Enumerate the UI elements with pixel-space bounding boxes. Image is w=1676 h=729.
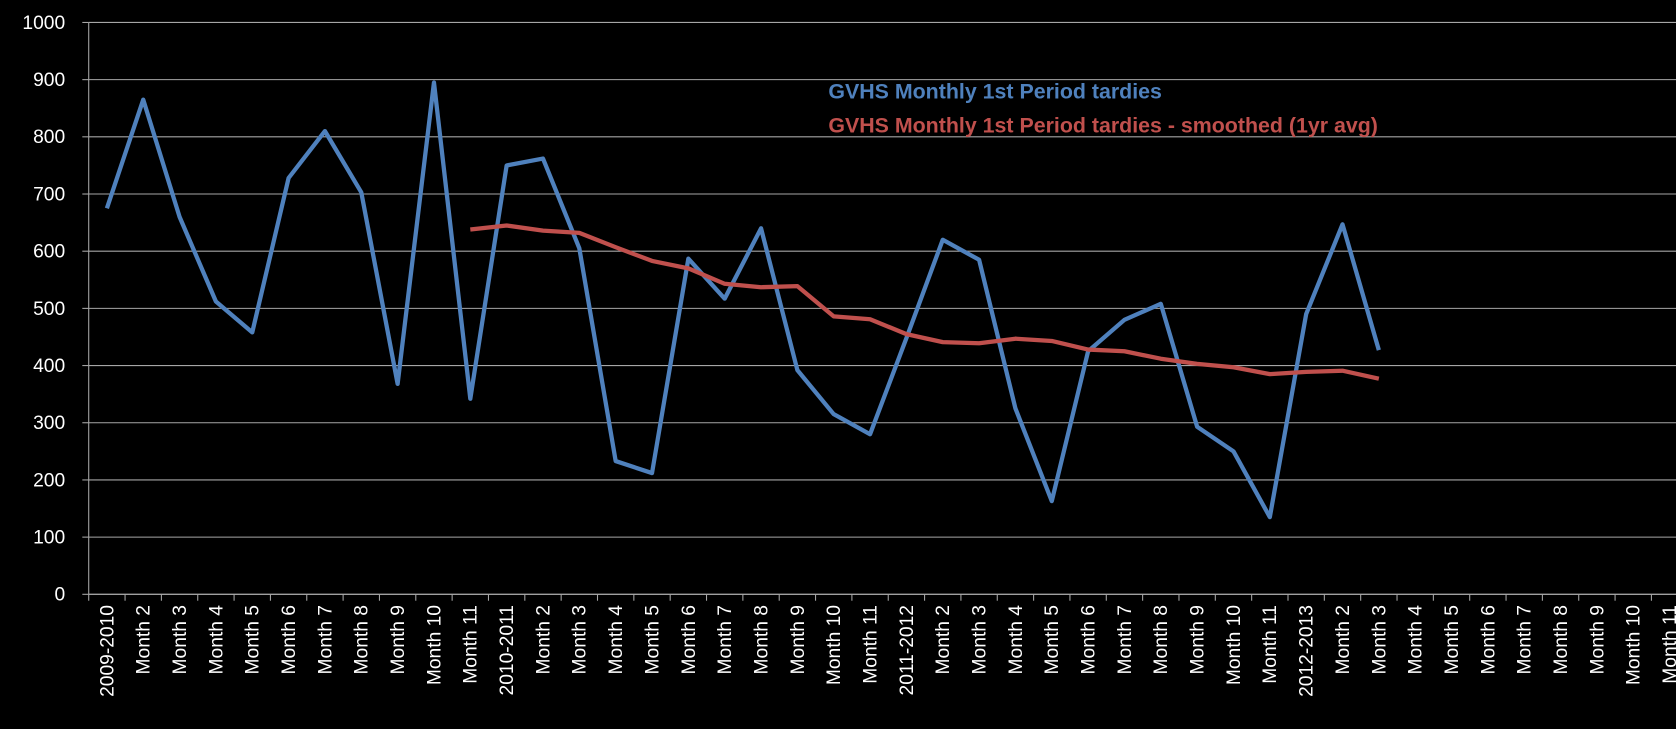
x-tick-label: Month 6: [1079, 605, 1100, 674]
x-tick-label: Month 10: [824, 605, 845, 685]
x-tick-label: Month 3: [970, 605, 991, 674]
x-tick-label: Month 6: [679, 605, 700, 674]
x-tick-label: Month 8: [1551, 605, 1572, 674]
x-tick-label: Month 8: [1151, 605, 1172, 674]
x-tick-label: 2009-2010: [97, 605, 118, 697]
x-tick-label: Month 11: [1260, 605, 1281, 684]
legend-entry: GVHS Monthly 1st Period tardies - smooth…: [828, 114, 1378, 138]
x-tick-label: Month 11: [860, 605, 881, 684]
y-tick-label: 0: [54, 585, 65, 606]
x-tick-label: Month 8: [352, 605, 373, 674]
x-tick-label: Month 11: [1660, 605, 1676, 684]
x-tick-label: Month 9: [388, 605, 409, 674]
y-tick-label: 800: [33, 127, 65, 148]
x-tick-label: Month 3: [1369, 605, 1390, 674]
series-line: [104, 80, 1381, 520]
x-tick-label: 2012-2013: [1297, 605, 1318, 697]
y-tick-label: 100: [33, 528, 65, 549]
x-tick-label: Month 5: [1442, 605, 1463, 674]
x-tick-label: Month 8: [751, 605, 772, 674]
y-tick-label: 500: [33, 299, 65, 320]
x-tick-label: Month 9: [1587, 605, 1608, 674]
x-tick-label: Month 11: [461, 605, 482, 684]
x-tick-label: Month 2: [533, 605, 554, 674]
x-tick-label: Month 7: [1115, 605, 1136, 674]
y-tick-label: 400: [33, 356, 65, 377]
x-tick-label: Month 7: [315, 605, 336, 674]
y-tick-label: 700: [33, 184, 65, 205]
x-tick-label: Month 6: [279, 605, 300, 674]
x-tick-label: Month 10: [1224, 605, 1245, 685]
x-tick-label: Month 4: [606, 605, 627, 675]
y-tick-label: 200: [33, 470, 65, 491]
x-tick-label: Month 7: [1515, 605, 1536, 674]
series-line: [470, 223, 1380, 381]
legend-entry: GVHS Monthly 1st Period tardies: [828, 79, 1162, 103]
y-tick-label: 600: [33, 242, 65, 263]
x-tick-label: Month 5: [1042, 605, 1063, 674]
x-tick-label: Month 5: [243, 605, 264, 674]
x-tick-label: Month 4: [206, 605, 227, 675]
x-tick-label: Month 10: [1624, 605, 1645, 685]
x-tick-label: Month 3: [170, 605, 191, 674]
x-tick-label: Month 7: [715, 605, 736, 674]
x-tick-label: 2011-2012: [897, 605, 918, 695]
y-tick-label: 1000: [22, 13, 65, 34]
x-tick-label: Month 10: [424, 605, 445, 685]
x-tick-label: Month 2: [1333, 605, 1354, 674]
x-tick-label: Month 2: [933, 605, 954, 674]
x-tick-label: Month 9: [788, 605, 809, 674]
x-tick-label: Month 3: [570, 605, 591, 674]
x-tick-label: Month 4: [1406, 605, 1427, 675]
x-tick-label: Month 9: [1188, 605, 1209, 674]
x-tick-label: 2010-2011: [497, 605, 518, 695]
x-tick-label: Month 2: [134, 605, 155, 674]
x-tick-label: Month 4: [1006, 605, 1027, 675]
y-tick-label: 300: [33, 413, 65, 434]
y-tick-label: 900: [33, 70, 65, 91]
x-tick-label: Month 6: [1478, 605, 1499, 674]
x-tick-label: Month 5: [642, 605, 663, 674]
